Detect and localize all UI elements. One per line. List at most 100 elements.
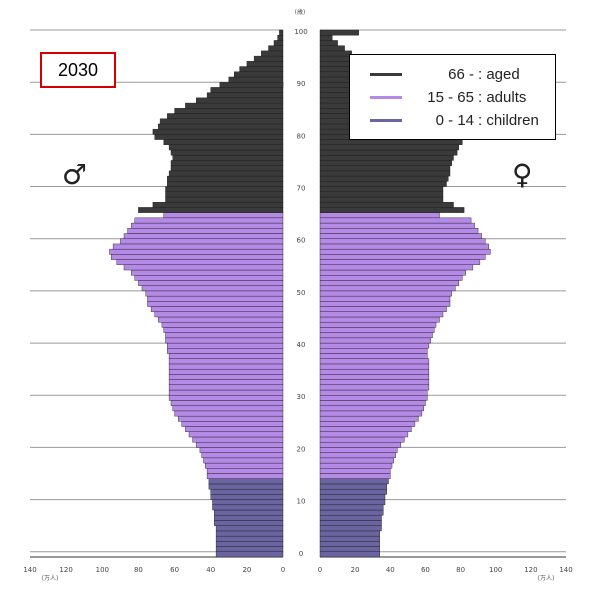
bar-male — [165, 191, 284, 198]
bar-male — [159, 118, 284, 125]
bar-male — [167, 113, 284, 119]
x-tick-label-left: 20 — [242, 566, 251, 574]
bar-female — [319, 155, 454, 161]
bar-female — [319, 170, 451, 177]
x-tick-label-right: 80 — [456, 566, 465, 574]
bar-female — [319, 175, 449, 182]
bar-male — [185, 426, 284, 432]
bar-male — [167, 175, 284, 182]
bar-male — [206, 473, 284, 479]
bar-female — [319, 35, 333, 41]
bar-male — [174, 410, 284, 417]
x-tick-label-left: 80 — [134, 566, 143, 574]
age-tick-label: 80 — [297, 132, 306, 140]
x-tick-label-right: 100 — [489, 566, 502, 574]
bar-male — [196, 97, 284, 104]
bar-male — [212, 504, 284, 511]
bar-female — [319, 551, 380, 558]
bar-male — [210, 488, 284, 495]
bar-male — [165, 186, 284, 192]
bar-female — [319, 436, 405, 443]
x-tick-label-right: 40 — [386, 566, 395, 574]
bar-male — [233, 71, 284, 78]
bar-male — [130, 269, 284, 276]
bar-female — [319, 415, 419, 422]
bar-male — [165, 196, 284, 203]
x-tick-label-left: 140 — [23, 566, 36, 574]
bar-male — [168, 353, 284, 359]
bar-female — [319, 541, 380, 547]
bar-male — [185, 102, 284, 109]
bar-male — [174, 108, 284, 114]
bar-female — [319, 457, 395, 464]
bar-male — [168, 363, 284, 370]
bar-female — [319, 452, 396, 459]
bar-male — [215, 541, 284, 547]
bar-female — [319, 499, 386, 506]
bar-female — [319, 337, 431, 344]
bar-female — [319, 483, 388, 490]
bar-female — [319, 431, 409, 438]
bar-female — [319, 201, 454, 208]
bar-male — [154, 134, 284, 140]
age-tick-label: 20 — [297, 445, 306, 453]
age-tick-label: 90 — [297, 80, 306, 88]
legend: 66 - : aged 15 - 65 : adults 0 - 14 : ch… — [349, 54, 556, 140]
age-tick-label: 30 — [297, 393, 306, 401]
bar-male — [268, 45, 284, 52]
bar-male — [210, 87, 284, 93]
bar-female — [319, 144, 460, 151]
bar-female — [319, 405, 424, 412]
bar-female — [319, 358, 430, 365]
bar-female — [319, 311, 444, 318]
x-tick-label-right: 140 — [559, 566, 572, 574]
x-axis-unit-right: (万人) — [538, 575, 555, 582]
bar-female — [319, 238, 486, 245]
bar-male — [188, 431, 284, 438]
bar-male — [246, 61, 284, 67]
bar-male — [158, 123, 284, 130]
bar-male — [167, 181, 284, 187]
bar-male — [141, 285, 284, 292]
bar-male — [161, 322, 284, 328]
bar-female — [319, 264, 474, 271]
bar-male — [167, 342, 284, 349]
bar-male — [165, 332, 284, 339]
age-tick-label: 0 — [299, 550, 303, 558]
bar-male — [239, 66, 284, 72]
bar-male — [145, 290, 284, 297]
bar-male — [172, 405, 284, 412]
bar-female — [319, 50, 352, 57]
bar-male — [199, 447, 284, 453]
bar-female — [319, 421, 416, 427]
bar-male — [203, 457, 284, 464]
x-tick-label-left: 100 — [96, 566, 109, 574]
bar-male — [163, 327, 284, 333]
bar-male — [212, 499, 284, 506]
legend-label-adults: : adults — [478, 88, 527, 106]
bar-male — [261, 50, 284, 57]
bar-female — [319, 462, 393, 469]
x-tick-label-left: 120 — [59, 566, 72, 574]
age-axis-unit: (歳) — [295, 8, 306, 16]
bar-male — [273, 40, 284, 46]
bar-female — [319, 285, 456, 292]
x-tick-label-right: 120 — [524, 566, 537, 574]
bar-female — [319, 327, 435, 333]
age-tick-label: 50 — [297, 289, 306, 297]
bar-male — [215, 535, 284, 542]
bar-male — [163, 212, 284, 219]
bar-male — [206, 468, 284, 474]
bars — [109, 29, 491, 558]
bar-female — [319, 400, 426, 406]
bar-female — [319, 280, 460, 286]
bar-female — [319, 259, 481, 265]
legend-item-adults: 15 - 65 : adults — [350, 86, 555, 108]
bar-female — [319, 165, 451, 172]
bar-male — [134, 217, 284, 224]
bar-female — [319, 447, 398, 453]
bar-male — [181, 421, 284, 427]
bar-male — [172, 155, 284, 161]
bar-male — [168, 144, 284, 151]
bar-female — [319, 520, 382, 526]
